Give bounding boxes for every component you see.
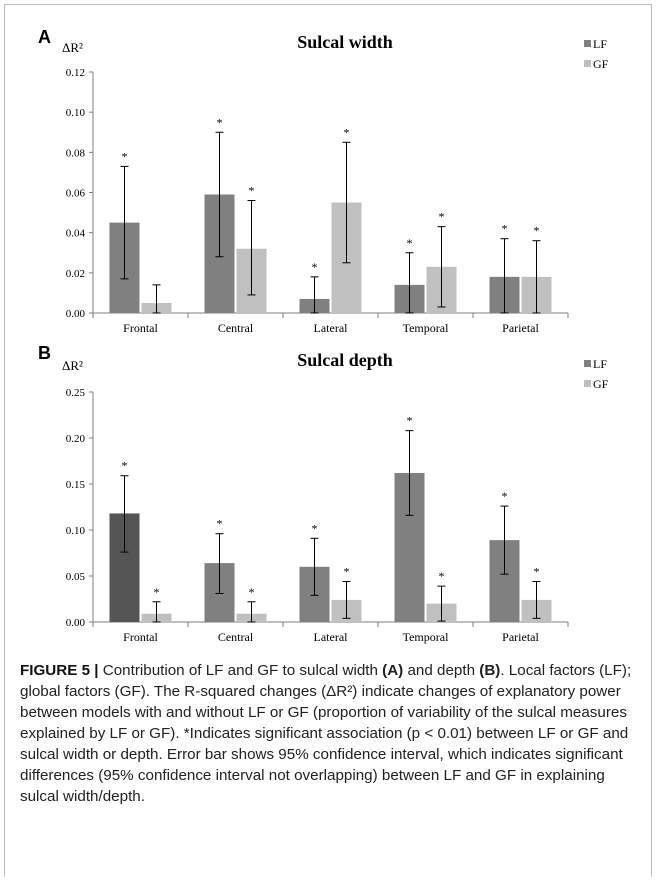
panel-a-legend-label-gf: GF [593,57,609,71]
figure-chart-area: A ΔR² Sulcal width 0.00 0.02 0.04 0.06 0.08 0… [38,27,609,644]
panel-a-legend-swatch-gf [584,60,591,67]
panel-a-x-tick-label: Lateral [314,321,349,335]
panel-a-letter: A [38,27,51,47]
panel-b-legend-label-lf: LF [593,357,607,371]
panel-b-legend-label-gf: GF [593,377,609,391]
panel-b-significance-asterisk: * [154,585,160,599]
panel-b-x-tick-label: Parietal [502,630,539,644]
panel-a-y-tick-label: 0.12 [66,67,85,79]
panel-a-significance-asterisk: * [217,115,223,129]
panel-a-x-tick-label: Frontal [123,321,158,335]
panel-a-significance-asterisk: * [312,260,318,274]
panel-b-y-tick-label: 0.00 [66,617,86,629]
panel-b-legend-swatch-gf [584,380,591,387]
panel-b-significance-asterisk: * [122,459,128,473]
panel-b-y-tick-label: 0.15 [66,479,86,491]
panel-a-legend-label-lf: LF [593,37,607,51]
figure-frame [4,4,652,877]
caption-text-2: and depth [403,662,480,679]
panel-b-significance-asterisk: * [534,565,540,579]
panel-b-x-tick-label: Frontal [123,630,158,644]
caption-bold-b: (B) [479,662,501,679]
panel-a-x-tick-label: Central [218,321,254,335]
panel-a-significance-asterisk: * [407,236,413,250]
caption-bold-a: (A) [382,662,404,679]
panel-a-y-tick-label: 0.04 [66,228,86,240]
caption-text-3: . Local factors (LF); global factors (GF… [20,662,632,805]
panel-a-legend-swatch-lf [584,40,591,47]
caption-label: FIGURE 5 | [20,662,99,679]
panel-a-significance-asterisk: * [344,125,350,139]
panel-a-y-tick-label: 0.00 [66,308,86,320]
panel-a-significance-asterisk: * [122,149,128,163]
panel-a-legend: LF GF [584,37,609,71]
panel-a-y-tick-label: 0.08 [66,147,86,159]
panel-b-y-tick-label: 0.10 [66,525,86,537]
panel-b-legend: LF GF [584,357,609,391]
panel-a-significance-asterisk: * [439,210,445,224]
panel-b-significance-asterisk: * [312,521,318,535]
panel-b-x-tick-label: Lateral [314,630,349,644]
panel-b-x-tick-label: Temporal [403,630,449,644]
panel-a-title: Sulcal width [297,32,393,52]
figure-caption: FIGURE 5 | Contribution of LF and GF to … [20,660,640,807]
panel-a-x-tick-label: Temporal [403,321,449,335]
panel-a-y-tick-label: 0.10 [66,107,86,119]
panel-a-significance-asterisk: * [249,184,255,198]
panel-a-significance-asterisk: * [502,222,508,236]
panel-a: A ΔR² Sulcal width 0.00 0.02 0.04 0.06 0.08 0… [38,27,609,335]
caption-text-1: Contribution of LF and GF to sulcal widt… [98,662,383,679]
panel-a-significance-asterisk: * [534,224,540,238]
panel-b-significance-asterisk: * [344,565,350,579]
panel-a-ylabel: ΔR² [62,40,83,55]
panel-b-significance-asterisk: * [217,517,223,531]
panel-b-significance-asterisk: * [439,569,445,583]
panel-a-y-tick-label: 0.02 [66,268,85,280]
panel-a-y-tick-label: 0.06 [66,188,86,200]
panel-b-title: Sulcal depth [297,350,393,370]
panel-b: B ΔR² Sulcal depth 0.00 0.05 0.10 0.15 0.20 0… [38,343,609,644]
panel-b-y-tick-label: 0.25 [66,387,86,399]
panel-b-significance-asterisk: * [502,489,508,503]
panel-b-significance-asterisk: * [407,414,413,428]
panel-b-y-tick-label: 0.05 [66,571,86,583]
panel-a-x-tick-label: Parietal [502,321,539,335]
panel-b-legend-swatch-lf [584,360,591,367]
panel-b-letter: B [38,343,51,363]
panel-b-y-tick-label: 0.20 [66,433,86,445]
panel-b-x-tick-label: Central [218,630,254,644]
panel-b-ylabel: ΔR² [62,358,83,373]
panel-b-significance-asterisk: * [249,585,255,599]
